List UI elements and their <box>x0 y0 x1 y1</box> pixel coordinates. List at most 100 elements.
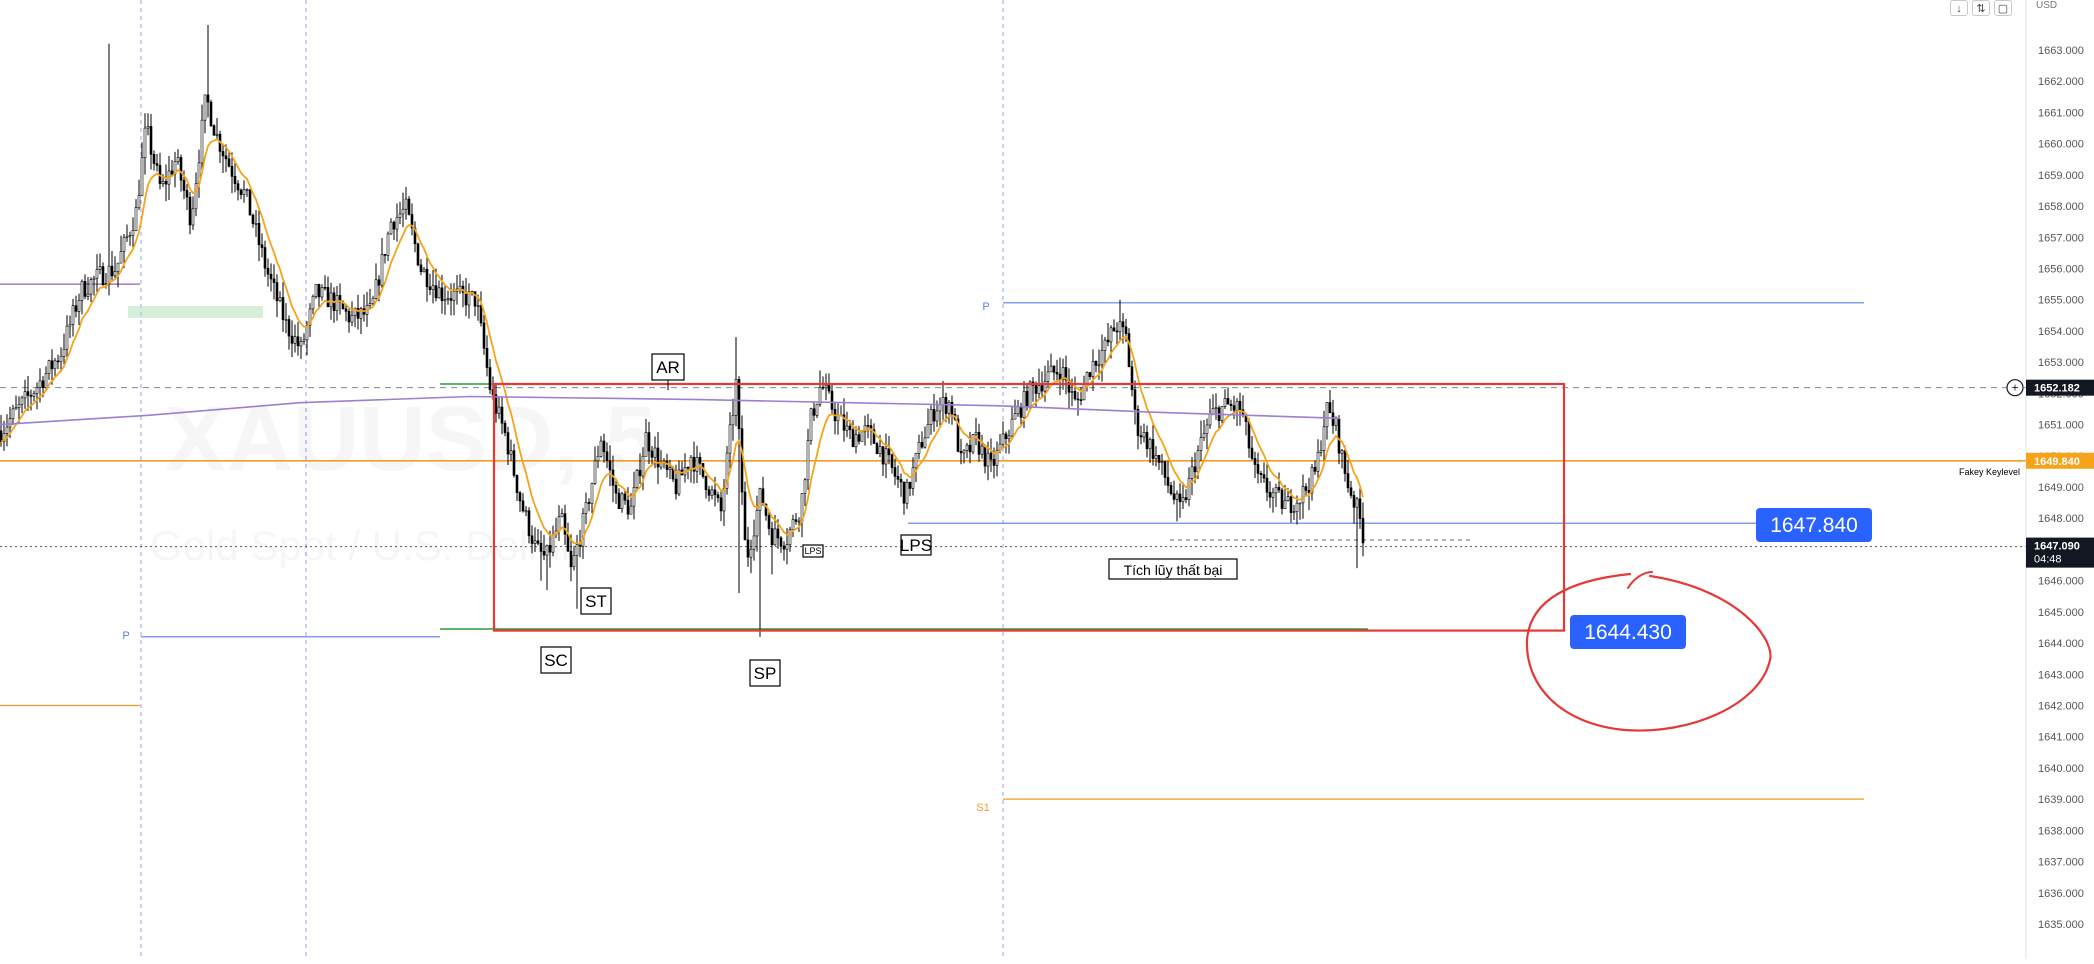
candle-bull <box>359 308 363 319</box>
candle-bull <box>398 213 402 218</box>
candle-bull <box>599 440 603 457</box>
candle-bear <box>1331 412 1335 426</box>
candle-bull <box>1271 492 1275 498</box>
candle-bull <box>77 299 81 312</box>
collapse-icon[interactable]: ⇅ <box>1972 0 1990 16</box>
candle-bull <box>845 425 849 431</box>
candle-bull <box>38 380 42 388</box>
candle-bull <box>593 460 597 484</box>
candle-bull <box>632 487 636 507</box>
currency-label[interactable]: USD <box>2036 0 2058 11</box>
candle-bear <box>848 425 852 431</box>
candle-bear <box>830 390 834 410</box>
candle-bear <box>1184 497 1188 500</box>
wyckoff-label-box <box>802 544 824 558</box>
candle-bull <box>32 392 36 397</box>
candle-bull <box>1211 408 1215 415</box>
candle-bull <box>986 452 990 467</box>
price-tag-label: 1652.182 <box>2034 383 2080 395</box>
candle-bear <box>1238 400 1242 411</box>
price-axis[interactable]: 1663.000 1662.000 1661.000 1660.000 1659.000… <box>1959 0 2094 959</box>
candle-bear <box>1358 498 1362 519</box>
candle-bear <box>1058 373 1062 380</box>
candle-bear <box>776 528 780 539</box>
candle-bull <box>1010 418 1014 437</box>
candle-bear <box>221 151 225 157</box>
candle-bear <box>650 450 654 458</box>
candle-bear <box>968 444 972 453</box>
candle-bear <box>1163 461 1167 478</box>
candle-bear <box>920 441 924 448</box>
candle-bull <box>146 126 150 129</box>
candle-bull <box>1016 406 1020 414</box>
candle-bull <box>320 286 324 298</box>
price-tag-box <box>2026 537 2094 568</box>
candle-bull <box>1085 372 1089 384</box>
pivot-label: P <box>122 630 129 642</box>
demand-zone <box>128 305 263 318</box>
candle-bear <box>737 379 741 430</box>
candle-bear <box>893 467 897 477</box>
candle-bull <box>1082 383 1086 401</box>
price-callout-box <box>1756 508 1872 542</box>
candle-bear <box>230 165 234 177</box>
candle-bear <box>149 126 153 155</box>
candle-bull <box>47 360 51 374</box>
price-tick-label: 1658.000 <box>2038 201 2084 213</box>
arrow-down-icon[interactable]: ↓ <box>1950 0 1968 16</box>
price-tick-label: 1638.000 <box>2038 825 2084 837</box>
candle-bear <box>110 265 114 277</box>
price-tick-label: 1642.000 <box>2038 700 2084 712</box>
candle-bear <box>674 478 678 495</box>
price-callout-label: 1644.430 <box>1584 621 1672 644</box>
candle-bull <box>134 207 138 231</box>
candle-bull <box>335 295 339 311</box>
candle-bull <box>860 431 864 442</box>
price-tag-box <box>2026 379 2094 396</box>
candle-bear <box>665 460 669 470</box>
candle-bull <box>668 467 672 470</box>
candle-bear <box>56 360 60 363</box>
candle-bear <box>950 401 954 415</box>
candle-bull <box>437 287 441 299</box>
candle-bear <box>152 154 156 164</box>
candle-bull <box>596 455 600 462</box>
candle-bear <box>842 414 846 431</box>
candle-bull <box>1175 493 1179 500</box>
candle-bull <box>1007 435 1011 440</box>
candle-bear <box>617 492 621 509</box>
candle-bear <box>1088 372 1092 378</box>
candle-bull <box>368 303 372 306</box>
candle-bull <box>71 305 75 325</box>
candle-bear <box>269 273 273 280</box>
candle-bear <box>770 528 774 546</box>
candle-bear <box>1361 518 1365 544</box>
annotation-stroke <box>1627 571 1653 589</box>
fullscreen-icon[interactable]: ▢ <box>1994 0 2012 16</box>
candle-bear <box>1115 330 1119 333</box>
candle-bull <box>815 403 819 416</box>
candle-bear <box>377 279 381 286</box>
candle-bear <box>602 440 606 453</box>
candle-bull <box>1187 478 1191 500</box>
candle-bull <box>965 444 969 451</box>
candle-bull <box>389 221 393 235</box>
candle-bull <box>755 510 759 537</box>
pivot-label: P <box>982 301 989 313</box>
candle-bull <box>1334 418 1338 426</box>
candle-bull <box>728 424 732 454</box>
candle-bear <box>1346 473 1350 489</box>
wyckoff-label-box <box>749 659 781 687</box>
wyckoff-label: LPS <box>804 546 821 556</box>
price-tick-label: 1659.000 <box>2038 170 2084 182</box>
candle-bull <box>254 223 258 225</box>
candle-bull <box>1292 511 1296 513</box>
candle-bear <box>182 179 186 191</box>
candle-bull <box>98 266 102 270</box>
candle-bull <box>92 277 96 280</box>
candle-bull <box>854 434 858 448</box>
price-tick-label: 1639.000 <box>2038 794 2084 806</box>
price-callout-label: 1647.840 <box>1770 514 1858 537</box>
